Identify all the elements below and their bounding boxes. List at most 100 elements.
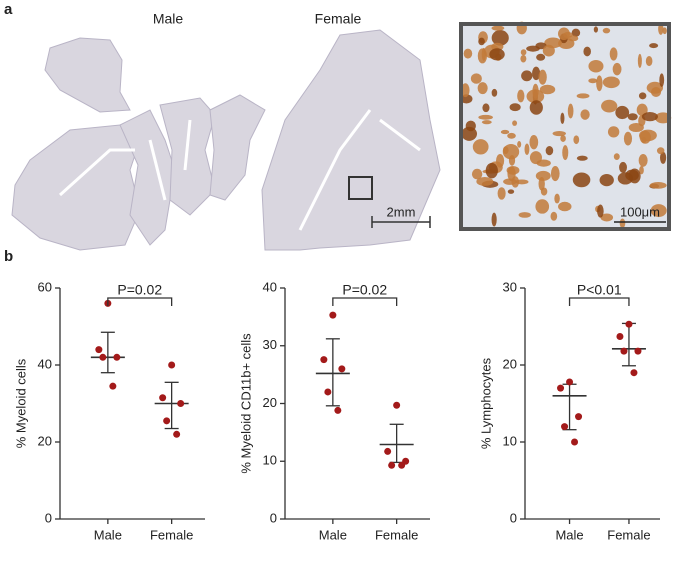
cell — [600, 213, 614, 222]
cell — [656, 147, 665, 155]
cell — [560, 135, 566, 142]
y-tick-label: 0 — [510, 510, 517, 525]
cell — [491, 30, 509, 46]
scale-label: 2mm — [387, 204, 416, 219]
data-point — [393, 401, 401, 409]
cell — [658, 23, 664, 35]
cell — [460, 94, 473, 104]
cell — [576, 93, 590, 99]
data-point — [173, 430, 181, 438]
cell — [649, 43, 659, 49]
male-title: Male — [153, 11, 184, 27]
data-point — [625, 320, 633, 328]
male-tissue — [11, 37, 266, 251]
cell — [576, 155, 588, 161]
data-point — [620, 347, 628, 355]
cell — [662, 27, 667, 35]
cell — [645, 55, 653, 67]
cell — [619, 161, 627, 173]
cell — [542, 44, 555, 57]
cell — [471, 168, 483, 180]
significance-bracket — [332, 297, 398, 306]
cell — [463, 48, 473, 59]
cell — [641, 111, 658, 122]
data-point — [384, 447, 392, 455]
cell — [538, 69, 547, 85]
cell — [512, 120, 518, 126]
cell — [567, 35, 579, 42]
cell — [638, 92, 647, 100]
cell — [567, 103, 574, 119]
data-point — [324, 388, 332, 396]
female-tissue — [261, 29, 441, 251]
cell — [517, 89, 525, 103]
cell — [660, 151, 667, 164]
data-point — [388, 461, 396, 469]
significance-bracket — [107, 297, 173, 306]
y-tick-label: 30 — [263, 337, 277, 352]
y-tick-label: 0 — [45, 510, 52, 525]
cell — [588, 59, 604, 73]
cell — [532, 66, 541, 81]
data-point — [630, 369, 638, 377]
cell — [506, 165, 520, 175]
cell — [580, 109, 590, 120]
data-point — [113, 353, 121, 361]
cell — [560, 112, 565, 125]
cell — [526, 45, 540, 52]
cell — [588, 78, 598, 84]
data-point — [99, 353, 107, 361]
cell — [599, 173, 614, 187]
cell — [650, 204, 667, 218]
y-tick-label: 40 — [38, 356, 52, 371]
cell — [562, 145, 569, 161]
cell — [536, 53, 546, 61]
cell — [627, 113, 638, 121]
cell — [539, 84, 556, 95]
x-tick-label: Male — [555, 527, 583, 542]
cell — [558, 27, 570, 41]
cell — [571, 28, 581, 37]
cell — [520, 49, 527, 56]
p-value: P=0.02 — [342, 282, 387, 298]
cell — [558, 201, 572, 212]
data-point — [561, 423, 569, 431]
cell — [623, 131, 633, 146]
cell — [465, 120, 476, 132]
inset-cells — [460, 21, 672, 229]
data-point — [168, 361, 176, 369]
cell — [597, 204, 604, 218]
data-point — [557, 384, 565, 392]
y-tick-label: 10 — [263, 453, 277, 468]
cell — [518, 212, 531, 218]
cell — [573, 135, 580, 145]
x-tick-label: Male — [319, 527, 347, 542]
cell — [476, 177, 494, 186]
cell — [521, 70, 533, 82]
panel-label: a — [4, 1, 13, 18]
inset-scale-label: 100μm — [620, 204, 660, 219]
y-tick-label: 0 — [270, 510, 277, 525]
y-tick-label: 20 — [263, 395, 277, 410]
cell — [491, 212, 497, 227]
cell — [619, 218, 626, 229]
cell — [507, 189, 515, 194]
cell — [572, 172, 591, 188]
cell — [554, 193, 560, 204]
cell — [550, 211, 558, 221]
cell — [639, 165, 644, 175]
y-tick-label: 40 — [263, 279, 277, 294]
y-tick-label: 60 — [38, 279, 52, 294]
cell — [502, 146, 509, 155]
cell — [529, 151, 542, 165]
cell — [552, 130, 567, 137]
cell — [583, 46, 591, 57]
cell — [491, 88, 498, 97]
cell — [550, 165, 560, 182]
y-tick-label: 20 — [38, 433, 52, 448]
data-point — [159, 394, 167, 402]
cell — [461, 83, 470, 98]
data-point — [634, 347, 642, 355]
cell — [628, 122, 644, 133]
p-value: P<0.01 — [577, 282, 622, 298]
